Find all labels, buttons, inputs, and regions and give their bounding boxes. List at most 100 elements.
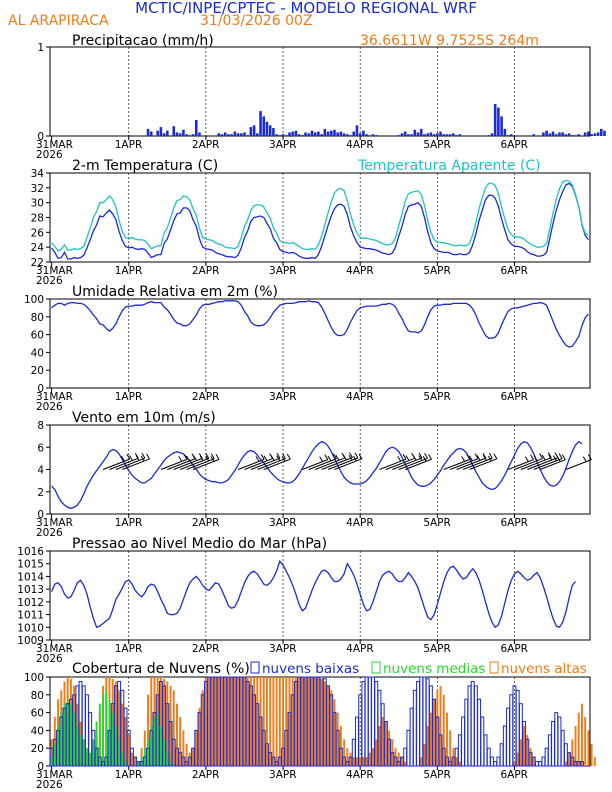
precip-bar: [329, 130, 333, 136]
precip-bar: [220, 134, 224, 136]
rh-xtick-label: 4APR: [346, 391, 374, 403]
cloud-bar-high: [288, 677, 291, 766]
precip-bar: [284, 135, 288, 136]
cloud-bar-high: [433, 699, 436, 766]
cloud-bar-high: [131, 752, 133, 766]
precip-bar: [587, 131, 590, 136]
wind-barb-feather: [193, 455, 198, 461]
temp-panel: 22 24 26 28 30 32 34 31MAR 1APR 2APR 3APR 4APR 5APR 6…: [31, 168, 591, 287]
wind-barb: [443, 454, 471, 470]
cloud-bar-low: [509, 694, 514, 767]
precip-bar: [355, 125, 359, 136]
wind-barb-feather: [186, 455, 190, 462]
wind-barb-feather: [354, 452, 359, 459]
cloud-bar-low: [406, 729, 411, 767]
cloud-bar-high: [581, 703, 583, 766]
wind-barb: [514, 453, 544, 470]
cloud-bar-high: [356, 757, 358, 766]
precip-bar: [156, 130, 159, 136]
wind-title: Vento em 10m (m/s): [72, 410, 216, 426]
wind-barb-feather: [199, 455, 204, 461]
wind-barb: [160, 454, 188, 470]
pressure-ytick-label: 1016: [17, 546, 44, 558]
cloud-bar-mid: [69, 703, 72, 766]
precip-bar: [436, 133, 439, 136]
wind-barb-staff: [167, 458, 196, 470]
precip-bar: [339, 131, 343, 136]
precip-xtick-label: 2APR: [192, 139, 220, 151]
cloud-bar-high: [317, 677, 320, 766]
cloud-bar-high: [176, 703, 178, 766]
precip-bar: [159, 127, 163, 136]
wind-barb-feather: [335, 455, 340, 461]
cloud-bar-mid: [86, 748, 88, 766]
wind-barb-staff: [122, 458, 150, 470]
precip-bar: [365, 134, 368, 136]
precip-bar: [320, 134, 323, 136]
precip-bar: [227, 134, 230, 136]
cloud-bar-low: [490, 756, 494, 767]
wind-barb-staff: [244, 458, 273, 470]
wind-barb-staff: [257, 458, 286, 470]
precip-bar: [452, 133, 455, 136]
precip-bar: [410, 134, 413, 136]
wind-barb: [469, 453, 498, 470]
precip-bar: [301, 135, 304, 136]
pressure-xtick-label: 1APR: [115, 643, 143, 655]
precip-bar: [545, 130, 548, 136]
cloud-bar-low: [506, 707, 510, 767]
precip-bar: [455, 135, 458, 136]
cloud-bar-high: [150, 677, 153, 766]
cloud-bar-high: [429, 712, 432, 766]
wind-barb: [192, 454, 220, 470]
wind-barb-feather: [461, 456, 466, 462]
cloud-bar-high: [291, 677, 294, 766]
precip-xtick-label: 1APR: [115, 139, 143, 151]
temp-ytick-label: 32: [31, 183, 44, 195]
cloud-bar-low: [496, 756, 501, 767]
cloud-bar-mid: [108, 699, 111, 766]
wind-barb-feather: [493, 453, 498, 460]
wind-barb-staff: [186, 458, 215, 470]
cloud-bar-mid: [79, 734, 82, 766]
precip-year-label: 2026: [36, 149, 63, 161]
wind-barb-feather: [319, 456, 324, 462]
wind-barb-feather: [342, 454, 347, 461]
cloud-bar-high: [249, 677, 252, 766]
cloud-bar-high: [401, 757, 403, 766]
precip-bar: [268, 125, 272, 136]
pressure-ytick-label: 1014: [17, 571, 44, 583]
wind-barb-feather: [276, 455, 281, 462]
precip-bar: [590, 134, 593, 136]
cloud-bar-high: [368, 752, 371, 766]
clouds-panel: 0 20 40 60 80 100 31MAR 1APR 2APR 3APR 4APR 5APR 6AP…: [24, 672, 596, 791]
clouds-legend: nuvens baixas nuvens medias nuvens altas: [250, 661, 587, 677]
cloud-bar-low: [473, 685, 478, 767]
wind-barb-feather: [524, 456, 529, 462]
wind-barb: [102, 453, 131, 470]
cloud-bar-high: [237, 677, 239, 766]
wind-barb-staff: [469, 458, 498, 470]
cloud-bar-low: [412, 689, 417, 767]
precip-bar: [509, 134, 513, 136]
cloud-bar-high: [262, 677, 265, 766]
precip-bar: [217, 133, 221, 136]
cloud-bar-high: [114, 681, 117, 766]
cloud-bar-high: [593, 757, 596, 766]
cloud-bar-mid: [102, 694, 104, 766]
cloud-bar-high: [301, 677, 304, 766]
pressure-ytick-label: 1011: [17, 610, 44, 622]
cloud-bar-high: [204, 678, 207, 766]
temp-xtick-label: 31MAR: [36, 265, 73, 277]
wind-barb-feather: [146, 453, 150, 460]
precip-bar: [371, 134, 375, 136]
wind-barb-staff: [507, 459, 534, 470]
precip-bar: [400, 133, 404, 136]
cloud-bar-high: [333, 699, 336, 766]
clouds-xtick-label: 3APR: [269, 769, 297, 781]
precip-bar: [346, 134, 349, 136]
rh-xtick-label: 2APR: [192, 391, 220, 403]
wind-barb-feather: [324, 454, 329, 460]
temp-xtick-label: 2APR: [192, 265, 220, 277]
clouds-xtick-label: 1APR: [115, 769, 143, 781]
